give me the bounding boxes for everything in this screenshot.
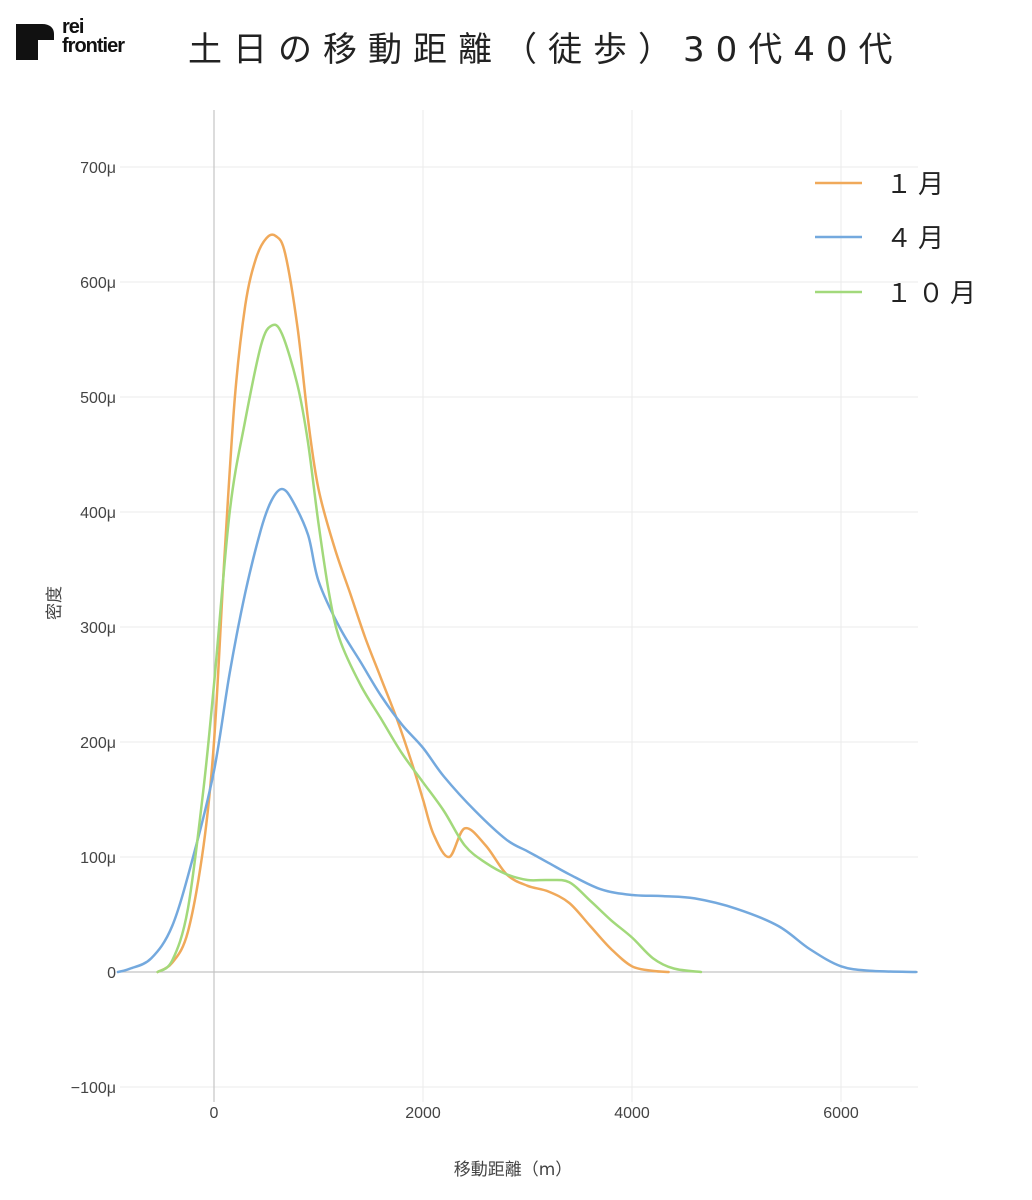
- legend-label: １０月: [886, 279, 982, 309]
- legend-label: １月: [886, 170, 950, 200]
- axes: [120, 110, 918, 1102]
- series-lines: [116, 233, 918, 974]
- x-tick-label: 0: [210, 1105, 219, 1122]
- legend: １月 ４月 １０月: [815, 170, 982, 309]
- tick-labels: −100μ 0 100μ 200μ 300μ 400μ 500μ 600μ 700μ 0 2000 4…: [71, 160, 859, 1122]
- y-tick-label: 400μ: [80, 505, 116, 522]
- y-tick-label: 700μ: [80, 160, 116, 177]
- x-tick-label: 6000: [823, 1105, 859, 1122]
- legend-label: ４月: [886, 224, 950, 254]
- x-axis-title: 移動距離（m）: [454, 1160, 573, 1180]
- y-tick-label: 0: [107, 965, 116, 982]
- y-tick-label: 500μ: [80, 390, 116, 407]
- y-tick-label: 200μ: [80, 735, 116, 752]
- x-tick-label: 4000: [614, 1105, 650, 1122]
- logo-text: rei frontier: [62, 16, 125, 57]
- y-tick-label: −100μ: [71, 1080, 116, 1097]
- logo-line2: frontier: [62, 35, 125, 57]
- y-tick-label: 100μ: [80, 850, 116, 867]
- y-tick-label: 300μ: [80, 620, 116, 637]
- series-line-3: [156, 323, 703, 974]
- grid-lines: [120, 110, 918, 1102]
- x-tick-label: 2000: [405, 1105, 441, 1122]
- series-line-2: [116, 487, 918, 974]
- brand-logo: rei frontier: [16, 16, 146, 64]
- page-title: 土日の移動距離（徒歩）30代40代: [188, 30, 904, 70]
- logo-line1: rei: [62, 16, 84, 38]
- series-line-1: [156, 233, 670, 974]
- y-axis-title: 密度: [45, 586, 65, 620]
- y-tick-label: 600μ: [80, 275, 116, 292]
- rei-frontier-logo-icon: [16, 24, 54, 60]
